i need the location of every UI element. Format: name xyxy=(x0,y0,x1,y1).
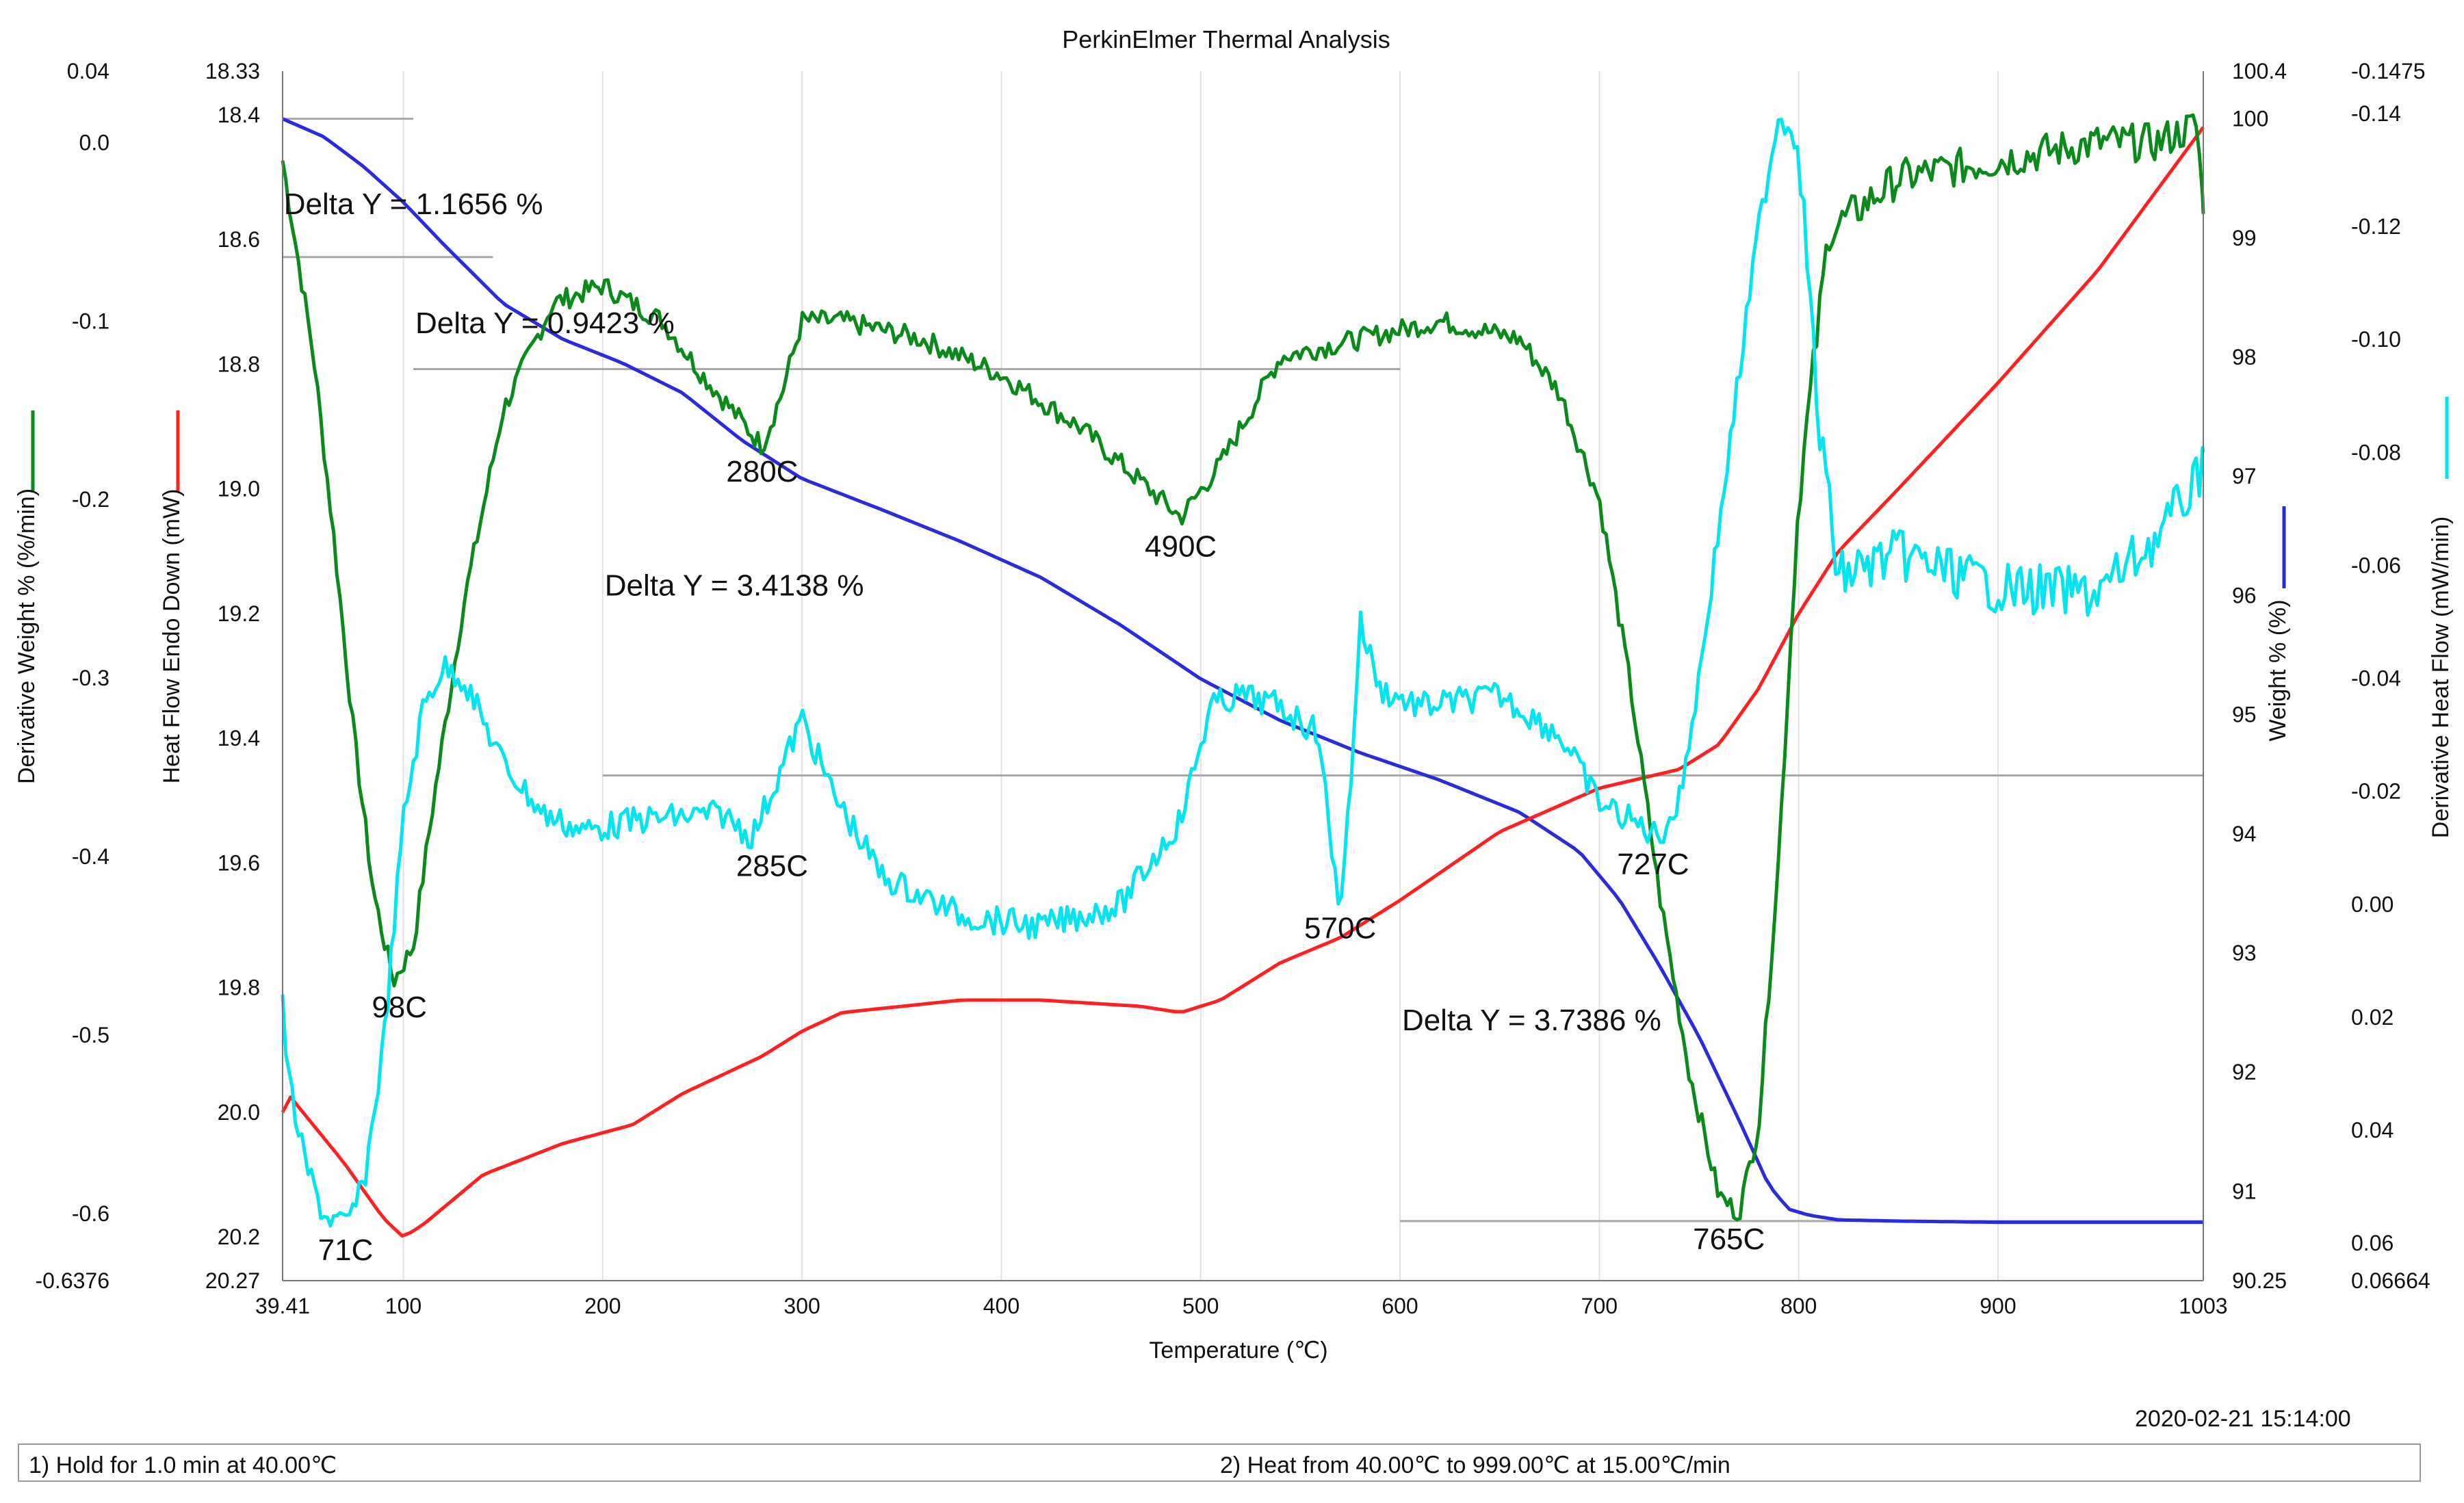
derivative-heat-flow-tick-label: -0.14 xyxy=(2351,101,2401,126)
method-step-1: 1) Hold for 1.0 min at 40.00℃ xyxy=(29,1452,337,1478)
delta-y-annotation: Delta Y = 3.4138 % xyxy=(605,568,864,602)
delta-y-annotation: Delta Y = 0.9423 % xyxy=(415,306,675,340)
delta-y-annotation: Delta Y = 3.7386 % xyxy=(1402,1004,1661,1037)
run-timestamp: 2020-02-21 15:14:00 xyxy=(2135,1406,2351,1432)
heat-flow-tick-label: 19.8 xyxy=(218,976,260,1000)
heat-flow-tick-label: 19.2 xyxy=(218,601,260,626)
peak-label: 490C xyxy=(1145,530,1217,564)
weight-tick-label: 95 xyxy=(2232,703,2257,727)
derivative-heat-flow-tick-label: -0.08 xyxy=(2351,440,2401,465)
grid-layer xyxy=(402,71,1999,1281)
x-tick-label: 400 xyxy=(983,1294,1020,1318)
weight-tick-label: 100.4 xyxy=(2232,59,2287,83)
axes-layer xyxy=(282,71,2204,1281)
derivative-weight-tick-label: 0.04 xyxy=(67,59,109,83)
derivative-weight-tick-label: -0.6376 xyxy=(35,1268,109,1293)
derivative-heat-flow-tick-label: -0.10 xyxy=(2351,327,2401,352)
method-step-2: 2) Heat from 40.00℃ to 999.00℃ at 15.00℃… xyxy=(1220,1452,1730,1478)
peak-label: 280C xyxy=(726,455,798,488)
x-tick-label: 39.41 xyxy=(255,1294,310,1318)
heat-flow-tick-label: 19.4 xyxy=(218,726,260,750)
derivative-weight-tick-label: 0.0 xyxy=(79,130,109,155)
weight-tick-label: 94 xyxy=(2232,822,2257,846)
derivative-weight-tick-label: -0.5 xyxy=(72,1023,109,1047)
weight-tick-label: 92 xyxy=(2232,1060,2257,1084)
weight-tick-label: 91 xyxy=(2232,1179,2257,1203)
weight-tick-label: 96 xyxy=(2232,583,2257,607)
x-tick-label: 1003 xyxy=(2179,1294,2227,1318)
derivative-heat-flow-tick-label: -0.02 xyxy=(2351,779,2401,804)
delta-y-annotation: Delta Y = 1.1656 % xyxy=(284,187,543,221)
derivative-heat-flow-tick-label: 0.04 xyxy=(2351,1118,2394,1142)
x-tick-label: 500 xyxy=(1182,1294,1219,1318)
heat-flow-tick-label: 18.6 xyxy=(218,227,260,252)
heat-flow-tick-label: 20.27 xyxy=(205,1268,260,1293)
series-weight- xyxy=(282,117,2203,1225)
peak-label: 570C xyxy=(1304,911,1376,945)
x-tick-label: 600 xyxy=(1382,1294,1418,1318)
heat-flow-tick-label: 19.6 xyxy=(218,850,260,875)
peak-label: 71C xyxy=(318,1233,374,1267)
heat-flow-axis-title: Heat Flow Endo Down (mW) xyxy=(159,489,185,784)
weight-axis-title: Weight % (%) xyxy=(2265,599,2291,741)
heat-flow-tick-label: 19.0 xyxy=(218,477,260,501)
derivative-heat-flow-tick-label: 0.00 xyxy=(2351,892,2394,917)
derivative-weight-tick-label: -0.3 xyxy=(72,666,109,690)
heat-flow-tick-label: 18.4 xyxy=(218,103,260,127)
weight-tick-label: 97 xyxy=(2232,464,2257,488)
peak-label: 98C xyxy=(372,991,427,1024)
heat-flow-tick-label: 18.33 xyxy=(205,59,260,83)
derivative-heat-flow-tick-label: 0.02 xyxy=(2351,1005,2394,1030)
delta-lines xyxy=(283,118,2203,1223)
series-layer xyxy=(281,113,2205,1238)
weight-tick-label: 98 xyxy=(2232,345,2257,369)
derivative-weight-tick-label: -0.6 xyxy=(72,1201,109,1226)
derivative-heat-flow-tick-label: -0.04 xyxy=(2351,666,2401,691)
label-layer: 39.41 100 200 300 400 500 600 700 800 900 10030.04… xyxy=(14,59,2454,1318)
x-tick-label: 100 xyxy=(385,1294,422,1318)
x-tick-label: 200 xyxy=(584,1294,621,1318)
heat-flow-tick-label: 18.8 xyxy=(218,352,260,376)
x-axis-title: Temperature (℃) xyxy=(1149,1337,1327,1363)
derivative-weight-axis-title: Derivative Weight % (%/min) xyxy=(14,488,40,784)
weight-tick-label: 93 xyxy=(2232,941,2257,965)
weight-tick-label: 90.25 xyxy=(2232,1268,2287,1293)
derivative-heat-flow-tick-label: 0.06 xyxy=(2351,1231,2394,1255)
weight-tick-label: 100 xyxy=(2232,107,2268,131)
weight-tick-label: 99 xyxy=(2232,226,2257,250)
peak-label: 285C xyxy=(736,850,808,883)
series-derivative-weight- xyxy=(281,113,2205,1222)
series-heat-flow-endo-down xyxy=(281,126,2205,1238)
derivative-weight-tick-label: -0.4 xyxy=(72,844,109,869)
x-tick-label: 900 xyxy=(1980,1294,2016,1318)
derivative-weight-tick-label: -0.2 xyxy=(72,487,109,512)
heat-flow-tick-label: 20.0 xyxy=(218,1100,260,1125)
derivative-heat-flow-tick-label: -0.1475 xyxy=(2351,59,2426,83)
chart-title: PerkinElmer Thermal Analysis xyxy=(1062,25,1390,53)
derivative-heat-flow-tick-label: -0.12 xyxy=(2351,214,2401,239)
derivative-heat-flow-tick-label: 0.06664 xyxy=(2351,1268,2430,1293)
x-tick-label: 700 xyxy=(1581,1294,1618,1318)
x-tick-label: 300 xyxy=(783,1294,820,1318)
heat-flow-tick-label: 20.2 xyxy=(218,1225,260,1249)
method-steps-box: 1) Hold for 1.0 min at 40.00℃ 2) Heat fr… xyxy=(18,1443,2421,1482)
series-derivative-heat-flow xyxy=(281,118,2205,1228)
derivative-heat-flow-tick-label: -0.06 xyxy=(2351,553,2401,577)
derivative-heat-flow-axis-title: Derivative Heat Flow (mW/min) xyxy=(2428,517,2454,838)
x-tick-label: 800 xyxy=(1780,1294,1817,1318)
derivative-weight-tick-label: -0.1 xyxy=(72,309,109,333)
peak-label: 765C xyxy=(1693,1223,1765,1256)
peak-label: 727C xyxy=(1617,848,1689,881)
